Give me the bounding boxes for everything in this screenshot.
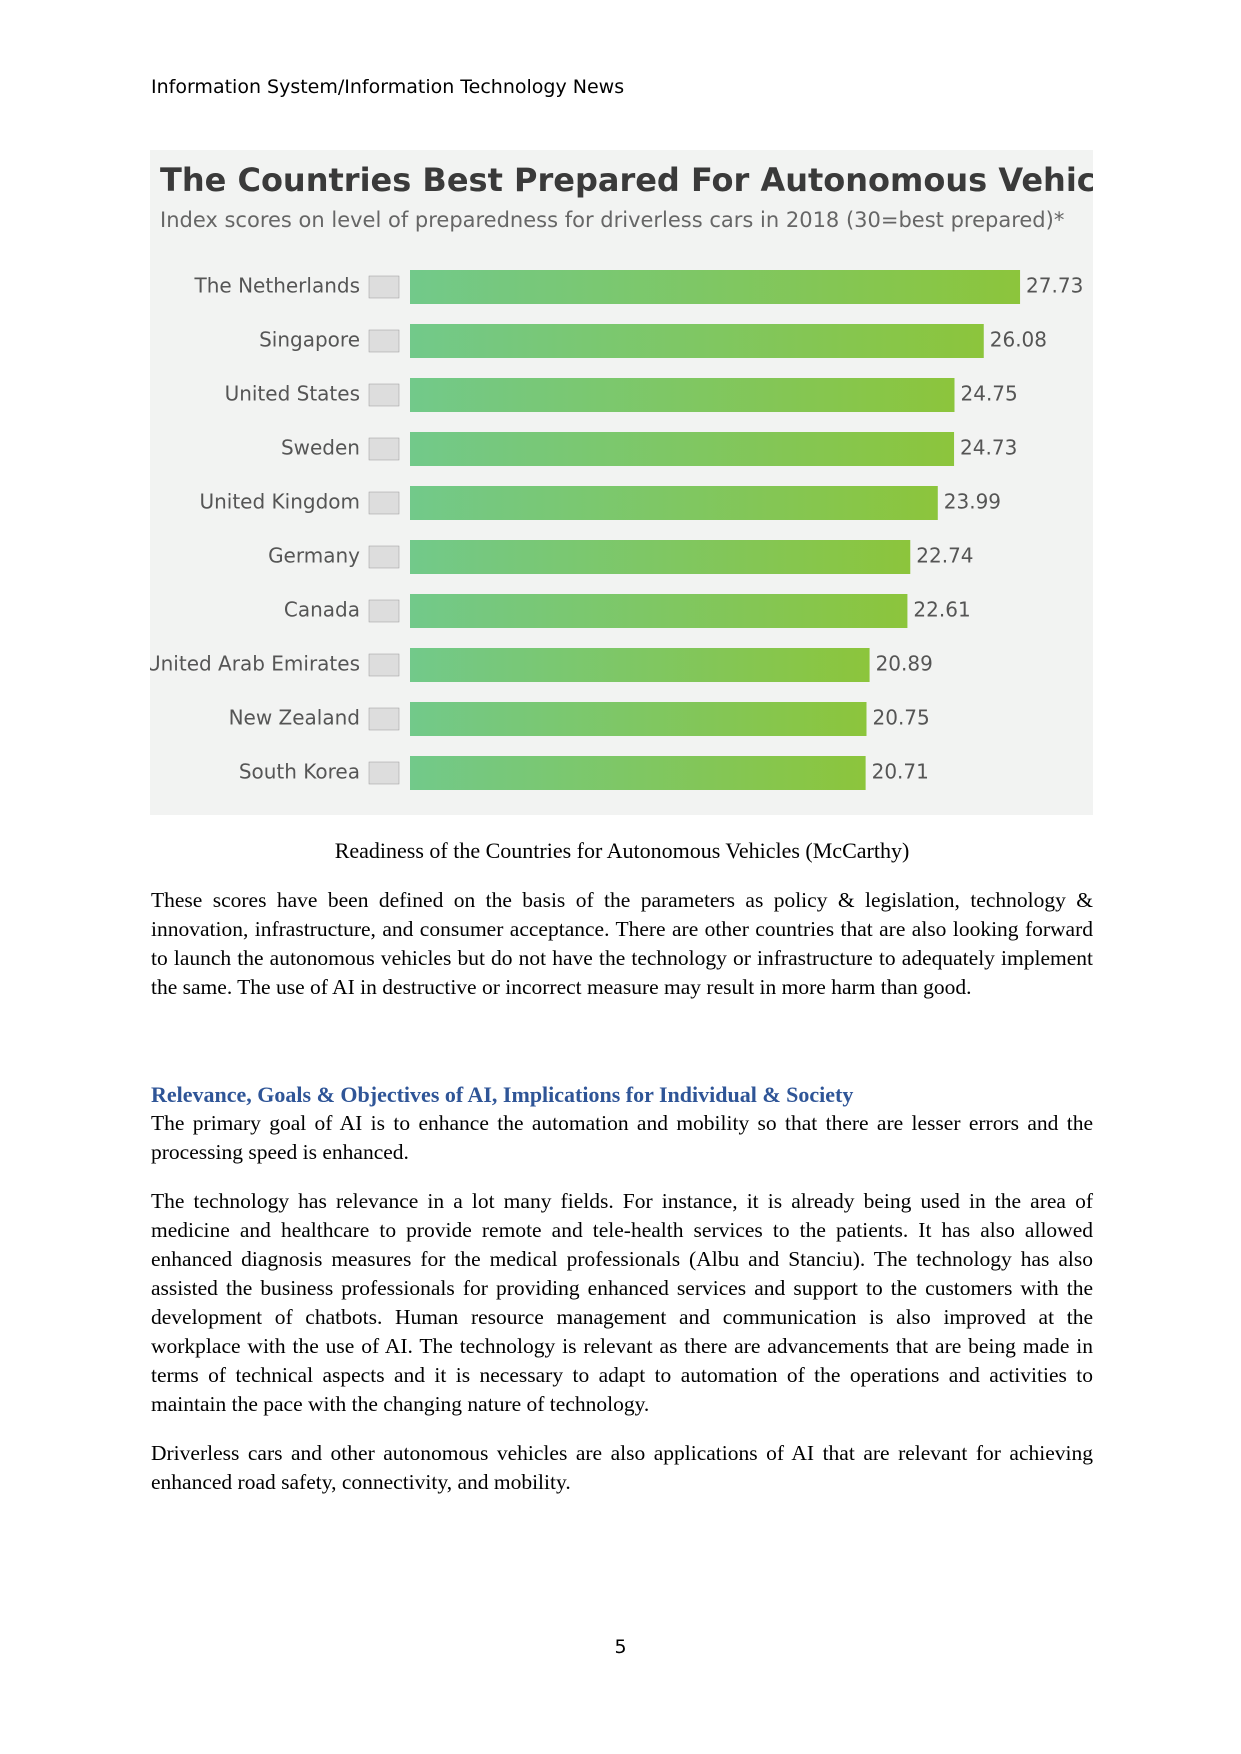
flag-icon — [368, 761, 400, 785]
bar — [410, 324, 984, 358]
flag-icon — [368, 437, 400, 461]
category-label: Singapore — [259, 328, 360, 352]
category-label: South Korea — [239, 760, 360, 784]
value-label: 24.75 — [961, 382, 1018, 406]
flag-icon — [368, 545, 400, 569]
value-label: 27.73 — [1026, 274, 1083, 298]
value-label: 20.71 — [872, 760, 929, 784]
body-text: These scores have been defined on the ba… — [151, 886, 1093, 1022]
category-label: Canada — [284, 598, 360, 622]
category-label: United States — [225, 382, 360, 406]
flag-icon — [368, 653, 400, 677]
value-label: 20.89 — [876, 652, 933, 676]
bar — [410, 486, 938, 520]
bar — [410, 702, 867, 736]
running-header: Information System/Information Technolog… — [151, 76, 625, 98]
bar — [410, 540, 911, 574]
flag-icon — [368, 383, 400, 407]
value-label: 22.74 — [916, 544, 973, 568]
bar — [410, 432, 955, 466]
value-label: 20.75 — [873, 706, 930, 730]
bar — [410, 594, 908, 628]
flag-icon — [368, 275, 400, 299]
paragraph: Driverless cars and other autonomous veh… — [151, 1441, 1093, 1494]
bar — [410, 648, 870, 682]
category-label: The Netherlands — [194, 274, 360, 298]
category-label: Germany — [268, 544, 360, 568]
paragraph: The technology has relevance in a lot ma… — [151, 1189, 1093, 1416]
category-label: United Kingdom — [199, 490, 360, 514]
value-label: 26.08 — [990, 328, 1047, 352]
value-label: 22.61 — [913, 598, 970, 622]
figure-caption: Readiness of the Countries for Autonomou… — [334, 838, 910, 863]
bar — [410, 270, 1021, 304]
value-label: 24.73 — [960, 436, 1017, 460]
paragraph: The primary goal of AI is to enhance the… — [151, 1111, 1093, 1164]
bar — [410, 756, 866, 790]
flag-icon — [368, 599, 400, 623]
page-number: 5 — [614, 1636, 627, 1658]
section: Relevance, Goals & Objectives of AI, Imp… — [151, 1080, 1093, 1517]
category-label: United Arab Emirates — [150, 652, 360, 676]
chart: The Countries Best Prepared For Autonomo… — [150, 150, 1093, 815]
chart-title: The Countries Best Prepared For Autonomo… — [160, 161, 1093, 199]
chart-subtitle: Index scores on level of preparedness fo… — [160, 208, 1064, 232]
flag-icon — [368, 707, 400, 731]
category-label: New Zealand — [229, 706, 360, 730]
flag-icon — [368, 329, 400, 353]
bar — [410, 378, 955, 412]
section-heading: Relevance, Goals & Objectives of AI, Imp… — [151, 1082, 854, 1107]
value-label: 23.99 — [944, 490, 1001, 514]
paragraph: These scores have been defined on the ba… — [151, 888, 1093, 999]
flag-icon — [368, 491, 400, 515]
category-label: Sweden — [281, 436, 360, 460]
